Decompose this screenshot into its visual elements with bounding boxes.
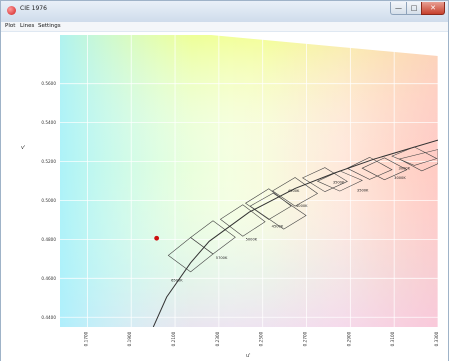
y-tick-label: 0.4400 (41, 315, 56, 320)
locus-line (152, 139, 438, 327)
cct-label: 4000K (296, 204, 308, 208)
y-axis-ticks: 0.5600 0.5400 0.5200 0.5000 0.4800 0.4600 0.44… (41, 81, 56, 320)
x-tick-label: 0.3300 (434, 331, 439, 346)
x-tick-label: 0.1700 (83, 331, 88, 346)
y-tick-label: 0.5200 (41, 159, 56, 164)
close-icon: ✕ (430, 4, 436, 12)
cct-sub-bin (391, 146, 438, 166)
cct-bin (219, 204, 266, 237)
plot-grid (60, 35, 438, 327)
cct-label: 5700K (216, 256, 228, 260)
x-tick-label: 0.3100 (390, 331, 395, 346)
cie-1976-diagram[interactable]: 6500K 5700K 5000K 4500K 4000K 4500K 3500K 3500K… (1, 32, 448, 361)
cct-sub-bin (301, 167, 348, 193)
menu-lines[interactable]: Lines (20, 23, 35, 29)
cct-label: 5000K (246, 238, 258, 242)
menu-settings[interactable]: Settings (38, 23, 61, 29)
cct-bin (245, 188, 292, 220)
y-axis-label: v' (21, 145, 25, 151)
cct-label: 3000K (394, 176, 406, 180)
minimize-button[interactable]: — (390, 2, 407, 15)
cct-label: 3000K (399, 166, 411, 170)
x-tick-label: 0.2300 (215, 331, 220, 346)
x-tick-label: 0.1900 (127, 331, 132, 346)
maximize-icon: □ (410, 4, 418, 12)
measured-point-marker (154, 235, 160, 241)
color-wheel-icon (7, 6, 16, 15)
x-axis-label: u' (246, 353, 251, 359)
y-tick-label: 0.5400 (41, 120, 56, 125)
menu-plot[interactable]: Plot (5, 23, 16, 29)
x-tick-label: 0.2700 (303, 331, 308, 346)
y-tick-label: 0.5000 (41, 198, 56, 203)
cct-bin (272, 177, 319, 207)
planckian-locus (152, 139, 438, 327)
y-tick-label: 0.5600 (41, 81, 56, 86)
cct-label: 4500K (288, 189, 300, 193)
maximize-button[interactable]: □ (406, 2, 422, 15)
minimize-icon: — (395, 4, 402, 12)
close-button[interactable]: ✕ (421, 2, 445, 15)
x-tick-label: 0.2900 (346, 331, 351, 346)
cct-label: 3500K (357, 189, 369, 193)
cct-labels: 6500K 5700K 5000K 4500K 4000K 4500K 3500K 3500K… (171, 166, 411, 282)
y-tick-label: 0.4800 (41, 237, 56, 242)
title-bar[interactable]: CIE 1976 — □ ✕ (1, 1, 448, 22)
cct-label: 4500K (272, 225, 284, 229)
gamut-outside-region (60, 35, 438, 56)
x-axis-ticks: 0.1700 0.1900 0.2100 0.2300 0.2500 0.2700 0.29… (83, 331, 439, 346)
cct-bin (190, 220, 236, 255)
x-tick-label: 0.2500 (259, 331, 264, 346)
cct-label: 6500K (171, 278, 183, 282)
menu-bar: Plot Lines Settings (1, 22, 448, 31)
y-tick-label: 0.4600 (41, 276, 56, 281)
cct-label: 3500K (333, 181, 345, 185)
cct-sub-bin (346, 156, 393, 180)
chart-area: 6500K 5700K 5000K 4500K 4000K 4500K 3500K 3500K… (1, 32, 448, 361)
x-tick-label: 0.2100 (171, 331, 176, 346)
measured-point (154, 235, 160, 241)
window-title: CIE 1976 (20, 5, 47, 12)
cct-sub-bin (249, 192, 307, 230)
